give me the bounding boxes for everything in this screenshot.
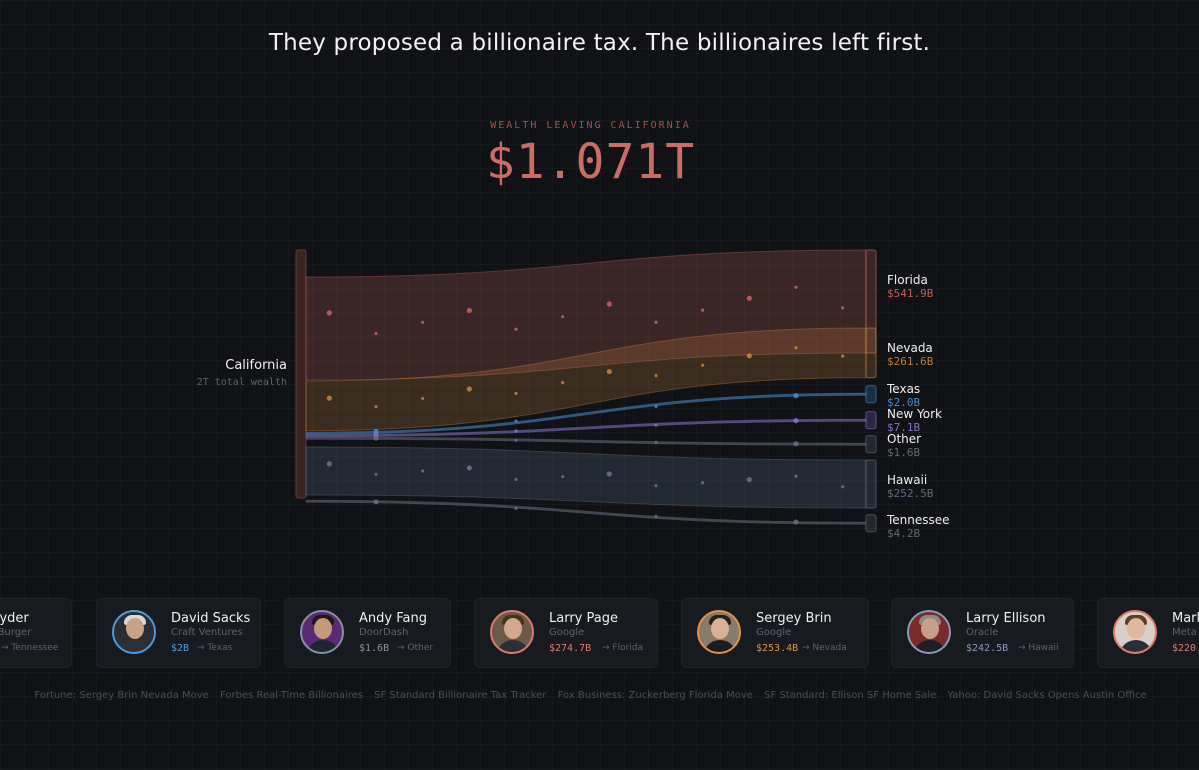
- flow-particle: [326, 395, 332, 401]
- flow-particle: [374, 472, 378, 477]
- source-link[interactable]: Fortune: Sergey Brin Nevada Move: [34, 690, 209, 701]
- flow-particle: [561, 381, 565, 385]
- flow-particle: [654, 484, 658, 488]
- flow-particle: [701, 363, 705, 367]
- flow-particle: [514, 438, 518, 442]
- flow-nevada: [305, 327, 867, 432]
- flow-particle: [514, 419, 518, 423]
- person-card-larry-page[interactable]: Larry Page Google $274.7B → Florida: [474, 598, 658, 668]
- dest-label-nevada: Nevada $261.6B: [887, 341, 934, 368]
- dest-node-hawaii: [865, 459, 877, 509]
- dest-label-hawaii: Hawaii $252.5B: [887, 473, 934, 500]
- source-link[interactable]: SF Standard Billionaire Tax Tracker: [374, 690, 547, 701]
- person-card-andy-fang[interactable]: Andy Fang DoorDash $1.6B → Other: [284, 598, 451, 668]
- flow-particle: [701, 308, 705, 312]
- flow-particle: [514, 391, 518, 396]
- sources-list: Fortune: Sergey Brin Nevada Move Forbes …: [0, 690, 1181, 701]
- flow-particle: [794, 346, 798, 350]
- source-node-label: California: [225, 358, 287, 373]
- flow-particle: [514, 327, 518, 331]
- flow-particle: [746, 295, 752, 301]
- flow-particle: [606, 301, 612, 307]
- flow-particle: [841, 306, 845, 310]
- dest-label-new-york: New York $7.1B: [887, 407, 942, 434]
- source-node-california: [295, 249, 307, 499]
- dest-label-other: Other $1.6B: [887, 432, 922, 459]
- source-node-subtitle: 2T total wealth: [196, 377, 287, 388]
- flow-particle: [654, 423, 658, 427]
- flow-particle: [794, 474, 798, 478]
- flow-particle: [746, 353, 752, 359]
- flow-particle: [794, 285, 798, 289]
- flow-particle: [373, 435, 379, 441]
- dest-label-florida: Florida $541.9B: [887, 273, 934, 300]
- flow-particle: [514, 429, 518, 433]
- source-link[interactable]: SF Standard: Ellison SF Home Sale: [764, 690, 937, 701]
- dest-node-other: [865, 435, 877, 454]
- avatar: [300, 610, 344, 654]
- billionaire-cards: Snyder In-N-Out Burger → Tennessee David…: [0, 598, 1199, 670]
- dest-node-nevada: [865, 327, 877, 379]
- dest-label-texas: Texas $2.0B: [887, 382, 921, 409]
- flow-particle: [373, 499, 379, 505]
- sankey-chart: [295, 249, 877, 533]
- flow-particle: [793, 418, 799, 424]
- flow-particle: [793, 393, 799, 399]
- person-card-david-sacks[interactable]: David Sacks Craft Ventures $2B → Texas: [96, 598, 261, 668]
- avatar: [490, 610, 534, 654]
- flow-particle: [841, 354, 845, 358]
- flow-particle: [421, 396, 425, 401]
- flow-particle: [654, 404, 658, 409]
- person-card-larry-ellison[interactable]: Larry Ellison Oracle $242.5B → Hawaii: [891, 598, 1074, 668]
- flow-particle: [606, 368, 612, 375]
- dest-label-tennessee: Tennessee $4.2B: [887, 513, 950, 540]
- dest-node-new-york: [865, 411, 877, 430]
- flow-particle: [793, 519, 799, 525]
- flow-particle: [701, 481, 705, 485]
- flow-particle: [421, 469, 425, 473]
- avatar: [697, 610, 741, 654]
- person-card-sergey-brin[interactable]: Sergey Brin Google $253.4B → Nevada: [681, 598, 869, 668]
- flow-particle: [654, 440, 658, 444]
- flow-particle: [514, 477, 518, 482]
- flow-particle: [654, 514, 658, 518]
- flow-particle: [841, 485, 845, 489]
- dest-node-florida: [865, 249, 877, 354]
- dest-node-tennessee: [865, 514, 877, 533]
- total-wealth-value: $1.071T: [485, 134, 696, 190]
- flow-particle: [654, 373, 658, 378]
- flow-particle: [374, 331, 378, 336]
- source-link[interactable]: Forbes Real-Time Billionaires: [219, 690, 363, 701]
- person-card-snyder[interactable]: Snyder In-N-Out Burger → Tennessee: [0, 598, 72, 668]
- flow-particle: [793, 441, 799, 447]
- flow-particle: [654, 320, 658, 324]
- flow-particle: [326, 461, 332, 467]
- avatar: [112, 610, 156, 654]
- flow-particle: [326, 310, 332, 316]
- flow-particle: [514, 506, 518, 510]
- total-wealth-label: WEALTH LEAVING CALIFORNIA: [490, 120, 691, 131]
- flow-particle: [374, 404, 378, 409]
- flow-particle: [561, 315, 565, 319]
- flow-particle: [421, 320, 425, 324]
- flow-hawaii: [305, 446, 867, 509]
- flow-other: [305, 436, 867, 446]
- flow-particle: [466, 386, 472, 392]
- headline: They proposed a billionaire tax. The bil…: [268, 30, 931, 56]
- person-card-mark-zuckerberg[interactable]: Mark Zuckerberg Meta $220.2B: [1097, 598, 1199, 668]
- dest-node-texas: [865, 385, 877, 404]
- avatar: [1113, 610, 1157, 654]
- flow-particle: [746, 477, 752, 483]
- avatar: [907, 610, 951, 654]
- flow-particle: [466, 465, 472, 471]
- flow-particle: [561, 475, 565, 479]
- source-link[interactable]: Fox Business: Zuckerberg Florida Move: [557, 690, 753, 701]
- source-link[interactable]: Yahoo: David Sacks Opens Austin Office: [947, 690, 1147, 701]
- flow-particle: [606, 471, 612, 477]
- flow-particle: [466, 307, 472, 314]
